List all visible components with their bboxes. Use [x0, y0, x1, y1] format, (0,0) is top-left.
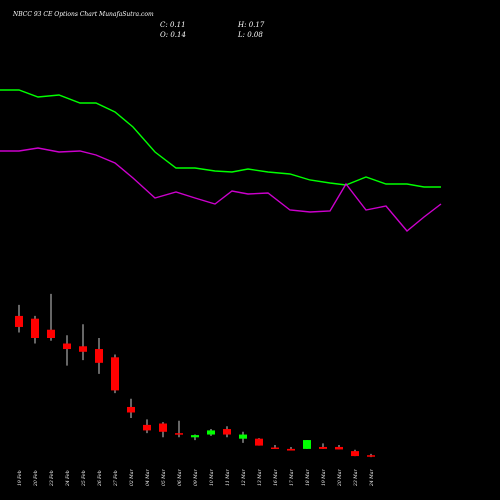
x-tick-label: 19 Mar — [321, 469, 327, 486]
open-value: O: 0.14 — [160, 31, 186, 39]
x-tick-label: 09 Mar — [193, 469, 199, 486]
x-tick-label: 20 Mar — [337, 469, 343, 487]
x-tick-label: 16 Mar — [273, 469, 279, 486]
x-axis-ticks: 19 Feb 20 Feb 23 Feb 24 Feb 25 Feb 26 Feb 27 F… — [17, 469, 375, 487]
candle — [207, 429, 215, 436]
x-tick-label: 26 Feb — [97, 470, 103, 487]
x-tick-label: 23 Mar — [353, 469, 359, 487]
candle-body — [159, 423, 167, 432]
candle — [47, 293, 55, 341]
candle-body — [127, 406, 135, 413]
candle — [271, 445, 279, 450]
x-tick-label: 24 Feb — [65, 470, 71, 487]
candle-body — [63, 343, 71, 350]
candle-body — [367, 455, 375, 457]
candle — [175, 420, 183, 438]
candle-body — [319, 446, 327, 449]
candle-body — [31, 318, 39, 338]
candle-body — [79, 346, 87, 352]
low-value: L: 0.08 — [237, 31, 263, 39]
candle-body — [255, 438, 263, 446]
x-tick-label: 06 Mar — [177, 469, 183, 486]
candle-body — [191, 435, 199, 438]
close-value: C: 0.11 — [160, 21, 186, 29]
candle — [111, 354, 119, 394]
candle-body — [351, 451, 359, 457]
indicator-bands — [0, 89, 442, 232]
candle — [303, 440, 311, 449]
x-tick-label: 20 Feb — [33, 470, 39, 487]
candle-body — [15, 315, 23, 327]
candle — [367, 453, 375, 458]
x-tick-label: 25 Feb — [81, 470, 87, 487]
candle-body — [95, 349, 103, 363]
chart-title: NBCC 93 CE Options Chart MunafaSutra.com — [12, 11, 154, 18]
candle — [79, 324, 87, 361]
candle — [351, 449, 359, 457]
candle — [223, 426, 231, 438]
x-tick-label: 23 Feb — [49, 470, 55, 487]
upper-band-line — [0, 89, 441, 188]
candle-body — [239, 434, 247, 439]
x-tick-label: 12 Mar — [241, 469, 247, 486]
candle — [31, 315, 39, 344]
candle — [239, 431, 247, 443]
candle-body — [271, 447, 279, 450]
candle-body — [335, 446, 343, 450]
candle-body — [175, 433, 183, 435]
candle-body — [287, 448, 295, 451]
candle-body — [207, 430, 215, 435]
x-tick-label: 04 Mar — [145, 469, 151, 486]
x-tick-label: 02 Mar — [129, 469, 135, 486]
x-tick-label: 05 Mar — [161, 469, 167, 486]
x-tick-label: 27 Feb — [113, 470, 119, 487]
candle-body — [47, 329, 55, 338]
candle — [159, 422, 167, 438]
candle — [63, 335, 71, 366]
lower-band-line — [0, 147, 442, 232]
x-tick-label: 11 Mar — [225, 469, 231, 486]
candle — [191, 434, 199, 441]
x-tick-label: 10 Mar — [209, 469, 215, 486]
candle-body — [143, 424, 151, 431]
candle — [319, 443, 327, 449]
x-tick-label: 24 Mar — [369, 469, 375, 487]
candle — [15, 304, 23, 333]
candle-body — [303, 440, 311, 449]
candle — [127, 398, 135, 418]
candle — [255, 438, 263, 446]
x-tick-label: 17 Mar — [289, 469, 295, 486]
candle — [335, 445, 343, 450]
candle — [287, 446, 295, 451]
high-value: H: 0.17 — [237, 21, 265, 29]
x-tick-label: 13 Mar — [257, 469, 263, 486]
candle — [95, 338, 103, 374]
x-tick-label: 18 Mar — [305, 469, 311, 486]
candle-body — [223, 429, 231, 435]
candle-body — [111, 357, 119, 391]
candles-group — [15, 293, 375, 458]
x-tick-label: 19 Feb — [17, 470, 23, 486]
candle — [143, 419, 151, 434]
